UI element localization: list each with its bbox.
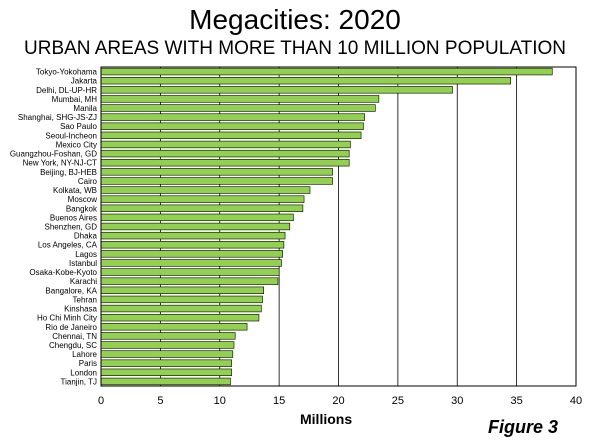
bar [100, 323, 248, 331]
category-label: Guangzhou-Foshan, GD [10, 150, 97, 159]
x-tick-label: 5 [157, 395, 163, 407]
category-label: Lahore [72, 350, 97, 359]
bar [100, 377, 231, 386]
bar [100, 213, 294, 222]
category-label: New York, NY-NJ-CT [23, 159, 98, 168]
bar [100, 286, 264, 294]
bar [100, 168, 333, 176]
category-label: Sao Paulo [60, 122, 97, 131]
bar [100, 86, 453, 94]
x-tick-label: 40 [570, 395, 582, 407]
x-tick-label: 30 [451, 395, 463, 407]
x-tick-label: 0 [98, 395, 104, 407]
bar [100, 277, 279, 285]
category-label: Tehran [73, 295, 97, 304]
bar [100, 259, 282, 267]
x-tick-label: 10 [214, 395, 226, 407]
bar [100, 204, 304, 212]
category-label: Kolkata, WB [53, 186, 97, 195]
bar [100, 67, 553, 76]
bar [100, 241, 285, 249]
chart-title: Megacities: 2020 [189, 4, 401, 35]
bar [100, 149, 350, 158]
category-label: Bangalore, KA [45, 286, 97, 295]
category-label: Seoul-Incheon [45, 131, 97, 140]
bar [100, 95, 380, 103]
category-label: Tianjin, TJ [61, 377, 97, 386]
bars [100, 67, 553, 386]
category-label: Paris [79, 359, 97, 368]
bar [100, 159, 350, 167]
bar [100, 332, 236, 340]
x-tick-label: 20 [332, 395, 344, 407]
category-label: Delhi, DL-UP-HR [36, 86, 97, 95]
bar [100, 359, 232, 367]
category-label: Chennai, TN [52, 332, 97, 341]
category-label: Kinshasa [64, 305, 97, 314]
bar [100, 313, 260, 322]
category-label: Mexico City [56, 140, 97, 149]
category-label: Dhaka [74, 232, 98, 241]
bar [100, 104, 376, 112]
category-label: Buenos Aires [50, 213, 97, 222]
category-label: Rio de Janeiro [45, 323, 97, 332]
bar [100, 368, 232, 377]
bar [100, 140, 351, 149]
category-label: Bangkok [66, 204, 98, 213]
bar [100, 222, 291, 231]
category-label: Tokyo-Yokohama [36, 68, 98, 77]
x-axis-label: Millions [300, 411, 353, 427]
bar [100, 250, 283, 258]
x-tick-labels: 0 5 10 15 20 25 30 35 40 [98, 395, 582, 407]
category-label: Chengdu, SC [49, 341, 97, 350]
bar [100, 341, 235, 349]
category-label: Ho Chi Minh City [37, 314, 97, 323]
category-label: London [70, 368, 97, 377]
category-label: Cairo [78, 177, 98, 186]
category-label: Jakarta [71, 77, 98, 86]
bar [100, 131, 362, 140]
bar [100, 350, 234, 358]
category-label: Moscow [68, 195, 98, 204]
category-label: Manila [73, 104, 97, 113]
bar [100, 268, 280, 276]
bar [100, 186, 311, 194]
category-label: Shenzhen, GD [45, 223, 98, 232]
chart-subtitle: URBAN AREAS WITH MORE THAN 10 MILLION PO… [24, 38, 566, 59]
category-label: Beijing, BJ-HEB [40, 168, 97, 177]
bar [100, 177, 333, 185]
category-label: Osaka-Kobe-Kyoto [29, 268, 97, 277]
category-label: Lagos [75, 250, 97, 259]
category-label: Shanghai, SHG-JS-ZJ [18, 113, 97, 122]
x-tick-label: 25 [392, 395, 404, 407]
category-label: Los Angeles, CA [38, 241, 98, 250]
bar [100, 113, 365, 121]
bar [100, 304, 262, 313]
category-label: Mumbai, MH [52, 95, 98, 104]
category-label: Istanbul [69, 259, 97, 268]
bar [100, 231, 286, 240]
figure-label: Figure 3 [488, 417, 559, 437]
bar [100, 195, 305, 203]
category-label: Karachi [70, 277, 97, 286]
x-tick-label: 35 [511, 395, 523, 407]
bar [100, 122, 364, 130]
bar [100, 76, 511, 85]
bar [100, 295, 263, 304]
plot-frame [100, 66, 577, 387]
x-tick-label: 15 [273, 395, 285, 407]
